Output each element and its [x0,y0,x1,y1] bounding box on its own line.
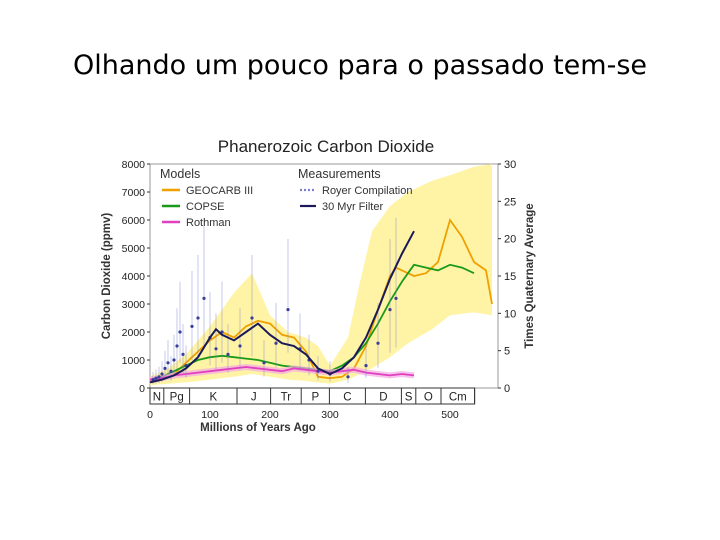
period-label: Cm [449,392,467,404]
y-right-tick-label: 5 [504,346,510,358]
period-label: S [405,392,413,404]
series-line-rothman [149,366,415,381]
legend-models-title: Models [160,167,200,181]
period-label: K [209,392,217,404]
royer-point [214,347,218,351]
y-right-tick-label: 20 [504,234,516,246]
y-tick-label: 0 [139,383,145,395]
legend-label: GEOCARB III [186,185,253,197]
royer-point [394,296,398,300]
royer-point [157,375,161,379]
royer-point [202,296,206,300]
y-right-tick-label: 0 [504,383,510,395]
period-label: J [251,392,257,404]
y-tick-label: 5000 [122,243,146,255]
period-label: N [153,392,161,404]
royer-point [286,308,290,312]
y-right-axis-label: Times Quaternary Average [524,203,536,348]
royer-point [190,324,194,328]
period-label: Tr [281,392,292,404]
period-label: P [311,392,319,404]
y-tick-label: 3000 [122,299,146,311]
royer-point [154,376,158,380]
royer-point [169,369,173,373]
x-tick-label: 0 [147,409,153,421]
x-tick-label: 100 [201,409,219,421]
legend-label: COPSE [186,201,225,213]
x-axis-label: Millions of Years Ago [200,422,316,434]
royer-point [262,361,266,365]
royer-point [376,341,380,345]
royer-point [364,364,368,368]
chart-title: Phanerozoic Carbon Dioxide [218,137,434,156]
legend-label: Royer Compilation [322,185,412,197]
royer-point [151,378,155,382]
period-label: O [424,392,433,404]
y-tick-label: 2000 [122,327,146,339]
y-tick-label: 4000 [122,271,146,283]
royer-point [160,372,164,376]
royer-point [196,316,200,320]
period-label: D [379,392,387,404]
y-tick-label: 6000 [122,215,146,227]
y-tick-label: 7000 [122,187,146,199]
royer-point [238,344,242,348]
royer-point [166,361,170,365]
period-label: Pg [170,392,184,404]
x-tick-label: 500 [441,409,459,421]
legend-label: Rothman [186,217,231,229]
royer-point [226,352,230,356]
plot-area: 0100020003000400050006000700080000510152… [101,159,536,434]
y-right-tick-label: 10 [504,308,516,320]
legend-label: 30 Myr Filter [322,201,383,213]
royer-point [316,369,320,373]
series-line-filter [149,230,415,384]
x-tick-label: 200 [261,409,279,421]
y-right-tick-label: 25 [504,196,516,208]
x-tick-label: 400 [381,409,399,421]
legend-measurements-title: Measurements [298,167,381,181]
co2-chart: Phanerozoic Carbon Dioxide 0100020003000… [101,137,536,434]
slide-title: Olhando um pouco para o passado tem-se [72,50,647,81]
x-tick-label: 300 [321,409,339,421]
royer-point [172,358,176,362]
royer-point [163,366,167,370]
royer-point [175,344,179,348]
royer-point [388,308,392,312]
royer-point [178,330,182,334]
y-axis-label: Carbon Dioxide (ppmv) [101,213,113,340]
royer-point [181,352,185,356]
royer-point [346,375,350,379]
period-label: C [343,392,351,404]
uncertainty-band [150,164,492,386]
royer-point [250,316,254,320]
y-right-tick-label: 15 [504,271,516,283]
y-tick-label: 8000 [122,159,146,171]
royer-point [274,341,278,345]
y-tick-label: 1000 [122,355,146,367]
y-right-tick-label: 30 [504,159,516,171]
